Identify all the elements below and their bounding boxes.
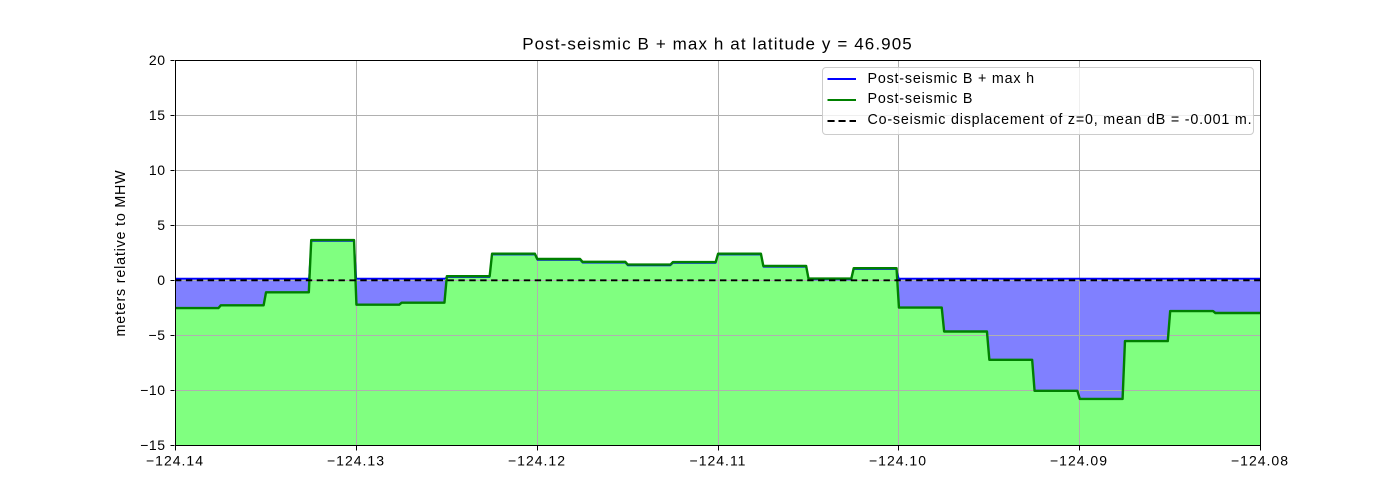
svg-text:−10: −10 [140,382,165,398]
svg-text:−124.12: −124.12 [508,452,566,468]
svg-text:20: 20 [149,52,166,68]
svg-text:−124.11: −124.11 [690,452,747,468]
svg-text:10: 10 [149,162,166,178]
svg-text:5: 5 [157,217,165,233]
svg-text:Post-seismic B + max h: Post-seismic B + max h [868,71,1035,87]
svg-text:15: 15 [149,107,166,123]
svg-text:−124.09: −124.09 [1050,452,1108,468]
svg-text:Post-seismic B + max h at lati: Post-seismic B + max h at latitude y = 4… [522,35,913,54]
svg-text:−15: −15 [140,437,165,453]
svg-text:Co-seismic displacement of z=0: Co-seismic displacement of z=0, mean dB … [868,112,1253,128]
svg-text:Post-seismic B: Post-seismic B [868,91,974,107]
svg-text:meters relative to MHW: meters relative to MHW [113,170,129,337]
svg-text:−124.08: −124.08 [1231,452,1289,468]
svg-text:0: 0 [157,272,165,288]
svg-text:−124.10: −124.10 [869,452,927,468]
svg-text:−124.14: −124.14 [146,452,204,468]
svg-text:−5: −5 [149,327,166,343]
svg-text:−124.13: −124.13 [327,452,385,468]
